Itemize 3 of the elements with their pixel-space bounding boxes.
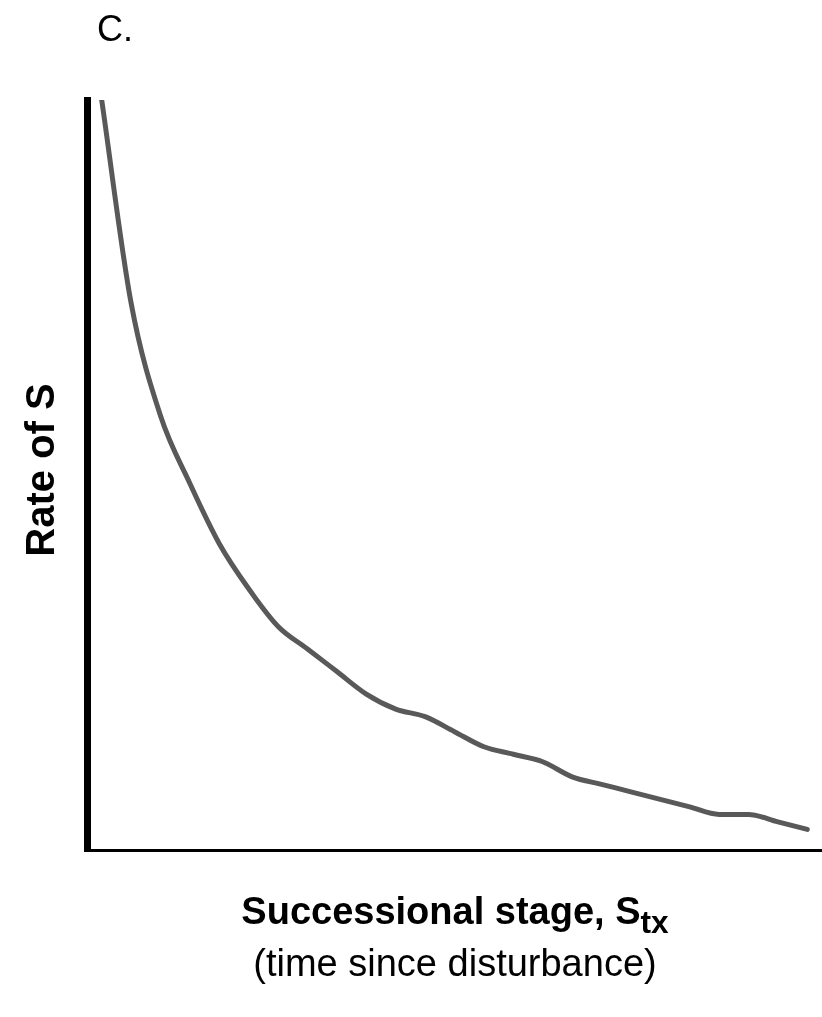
y-axis-title: Rate of S (17, 383, 63, 557)
chart-title: C. (97, 8, 133, 50)
x-axis-title: Successional stage, S$_{tx}$ (time since disturbance) (240, 890, 670, 985)
